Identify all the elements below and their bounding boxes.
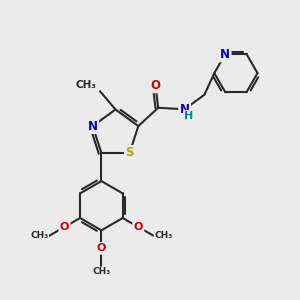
Text: N: N <box>220 48 230 61</box>
Text: O: O <box>60 222 69 232</box>
Text: O: O <box>134 222 143 232</box>
Text: N: N <box>88 120 98 133</box>
Text: CH₃: CH₃ <box>30 231 49 240</box>
Text: CH₃: CH₃ <box>92 267 110 276</box>
Text: H: H <box>184 111 194 121</box>
Text: O: O <box>97 243 106 253</box>
Text: CH₃: CH₃ <box>76 80 97 90</box>
Text: S: S <box>125 146 134 159</box>
Text: O: O <box>151 79 161 92</box>
Text: N: N <box>180 103 190 116</box>
Text: CH₃: CH₃ <box>154 231 172 240</box>
